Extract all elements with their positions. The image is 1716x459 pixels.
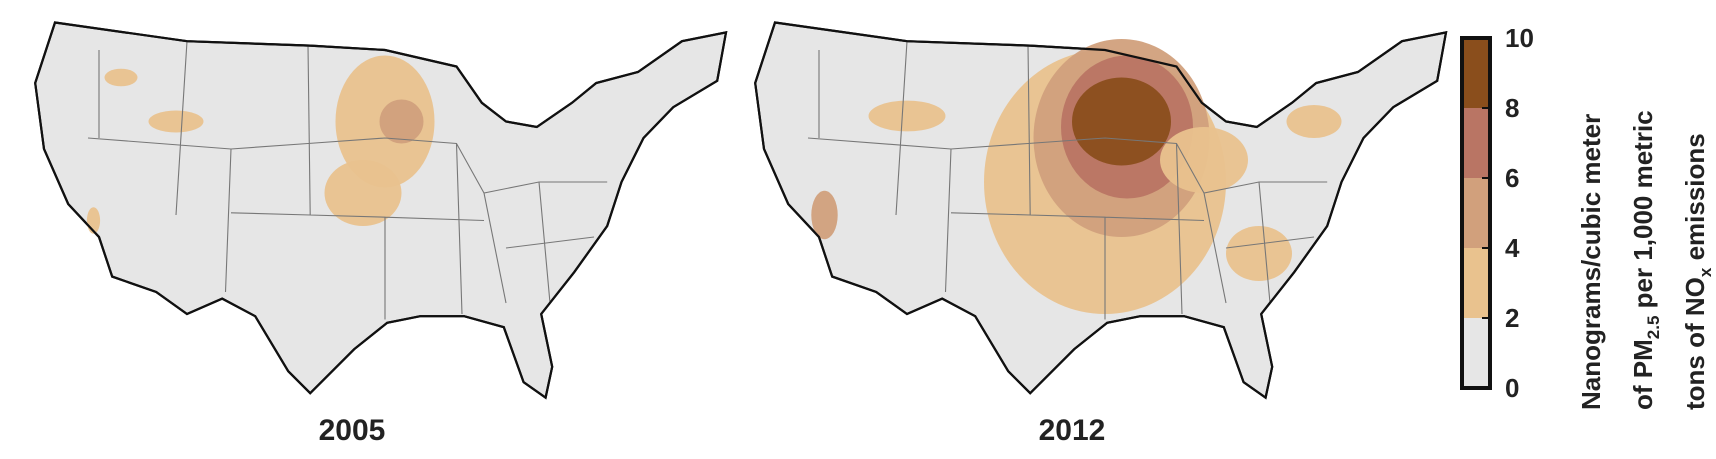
colorbar-band	[1462, 38, 1490, 108]
state-borders	[87, 41, 608, 320]
colorbar-band	[1462, 178, 1490, 248]
colorbar: 0 2 4 6 8 10 Nanograms/cubic meter of PM2.5 per…	[1460, 23, 1715, 410]
plume	[1286, 105, 1342, 138]
plume	[148, 110, 204, 133]
colorbar-label: Nanograms/cubic meter	[1576, 114, 1606, 410]
plume	[868, 100, 946, 132]
colorbar-band	[1462, 318, 1490, 388]
state-borders	[807, 41, 1328, 320]
plume	[811, 190, 838, 240]
tick-label: 0	[1505, 373, 1519, 403]
tick-label: 2	[1505, 303, 1519, 333]
colorbar-label: of PM2.5 per 1,000 metric	[1628, 110, 1663, 410]
colorbar-band	[1462, 108, 1490, 178]
subscript: 2.5	[1644, 316, 1663, 340]
colorbar-band	[1462, 248, 1490, 318]
map	[34, 21, 728, 400]
maps: 2005 2012	[34, 21, 1448, 447]
label-part: per 1,000 metric	[1628, 110, 1658, 315]
plume	[324, 160, 402, 226]
us-outline-stroke	[34, 21, 728, 400]
colorbar-label: tons of NOx emissions	[1680, 133, 1715, 410]
label-part: tons of NO	[1680, 277, 1710, 410]
us-outline-stroke	[754, 21, 1448, 400]
plume	[1226, 226, 1292, 281]
label-part: emissions	[1680, 133, 1710, 267]
label-part: Nanograms/cubic meter	[1576, 114, 1606, 410]
colorbar-frame	[1460, 36, 1492, 390]
map	[754, 21, 1448, 400]
plume	[104, 68, 138, 87]
plume	[1072, 77, 1171, 166]
label-part: of PM	[1628, 339, 1658, 410]
subscript: x	[1696, 267, 1715, 277]
plume	[1160, 127, 1248, 193]
tick-label: 4	[1505, 233, 1520, 263]
tick-label: 6	[1505, 163, 1519, 193]
plume	[379, 99, 424, 144]
tick-label: 8	[1505, 93, 1519, 123]
tick-label: 10	[1505, 23, 1534, 53]
map-title: 2012	[1039, 414, 1106, 447]
map-title: 2005	[319, 414, 386, 447]
